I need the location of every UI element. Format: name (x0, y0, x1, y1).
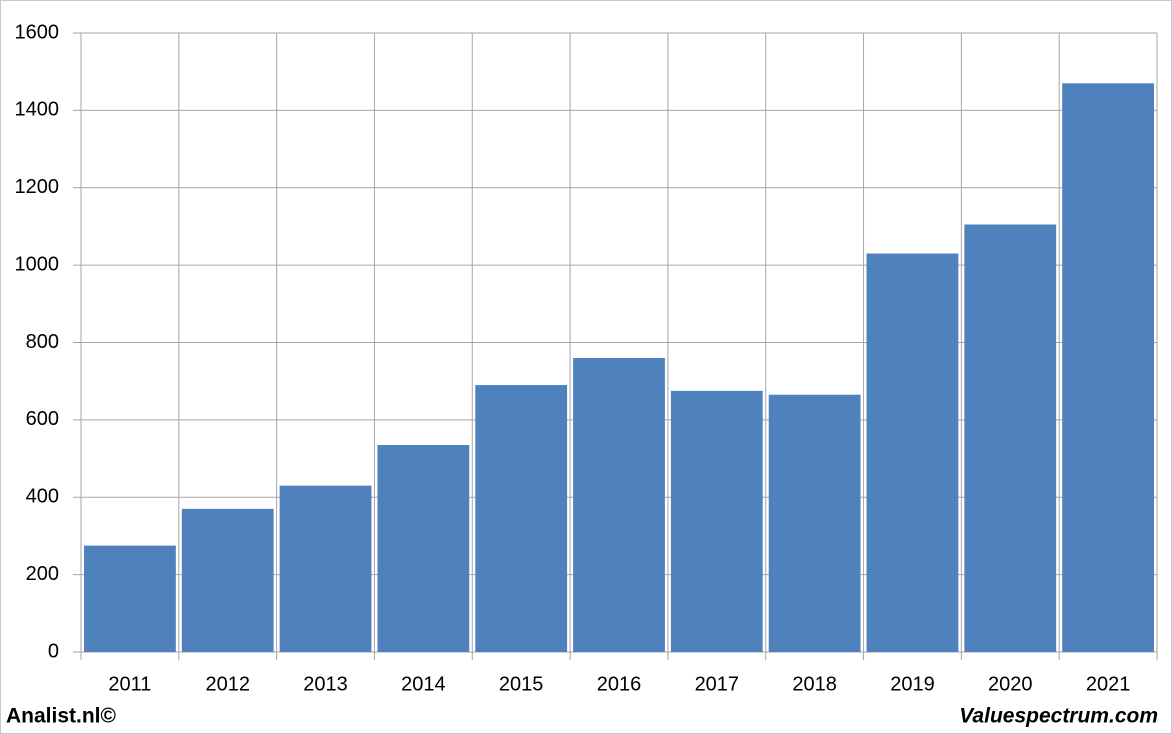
x-tick-label: 2019 (890, 673, 935, 695)
x-tick-label: 2016 (597, 673, 642, 695)
x-tick-label: 2015 (499, 673, 544, 695)
x-tick-label: 2017 (695, 673, 740, 695)
x-tick-label: 2011 (108, 673, 151, 695)
y-tick-label: 1000 (15, 253, 60, 275)
bar (377, 445, 470, 652)
footer-right: Valuespectrum.com (959, 705, 1158, 728)
bar (1062, 83, 1154, 652)
bar (181, 508, 274, 652)
x-tick-label: 2021 (1086, 673, 1131, 695)
bar (768, 394, 861, 652)
bar (670, 390, 763, 652)
bar (475, 385, 568, 652)
y-tick-label: 800 (26, 331, 59, 353)
y-tick-label: 1600 (15, 21, 60, 43)
y-tick-label: 600 (26, 408, 59, 430)
bar (866, 253, 959, 653)
x-tick-label: 2018 (792, 673, 837, 695)
bar (964, 224, 1057, 653)
bar (279, 485, 372, 652)
bar (84, 545, 176, 652)
x-tick-label: 2014 (401, 673, 446, 695)
footer-left: Analist.nl© (6, 705, 117, 728)
y-tick-label: 1400 (15, 99, 60, 121)
y-tick-label: 1200 (15, 176, 60, 198)
y-tick-label: 0 (48, 640, 59, 662)
x-tick-label: 2012 (205, 673, 250, 695)
y-tick-label: 400 (26, 486, 59, 508)
y-tick-label: 200 (26, 563, 59, 585)
x-tick-label: 2013 (303, 673, 348, 695)
bar (573, 357, 665, 652)
x-tick-label: 2020 (988, 673, 1033, 695)
